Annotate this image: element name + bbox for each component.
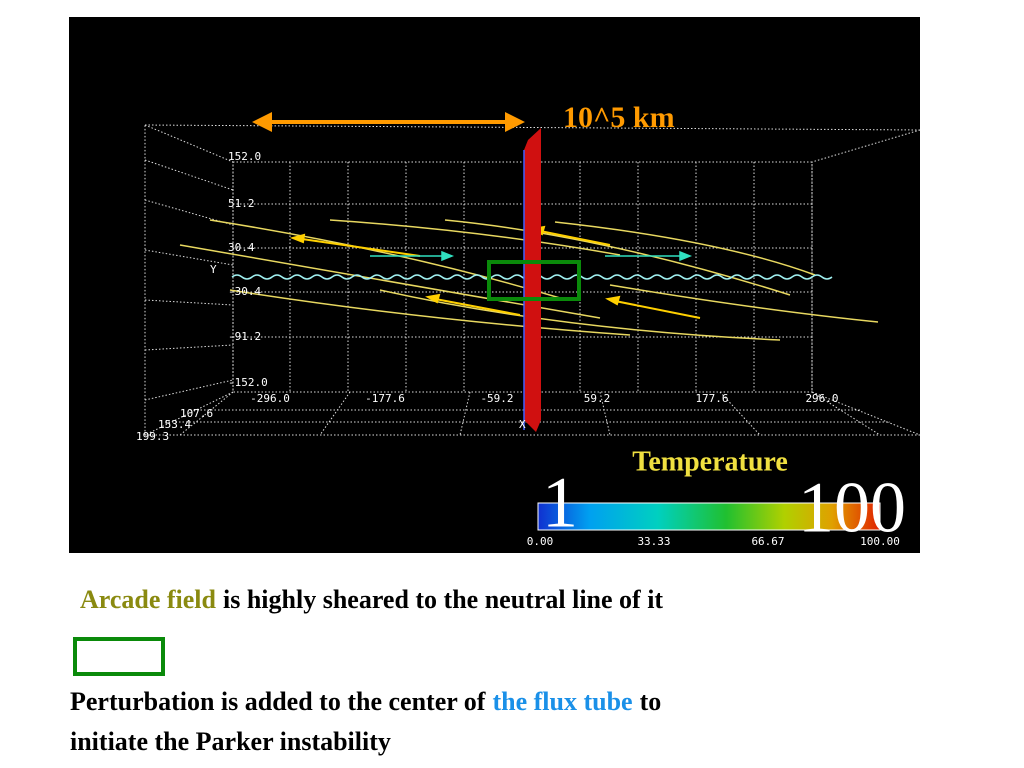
caption-line: initiate the Parker instability <box>70 727 391 757</box>
colorbar-tick-label: 0.00 <box>527 535 554 548</box>
highlight: Arcade field <box>80 585 216 614</box>
z-tick-label: 153.4 <box>158 418 191 431</box>
caption-text: Perturbation is added to the center of <box>70 687 486 716</box>
y-axis-label: Y <box>210 263 217 276</box>
field-lines <box>179 219 879 341</box>
caption-text: initiate the Parker instability <box>70 727 391 756</box>
colorbar-max-overlay: 100 <box>798 468 906 548</box>
x-tick-label: -59.2 <box>480 392 513 405</box>
x-tick-label: -296.0 <box>250 392 290 405</box>
x-axis-label: X <box>519 418 526 431</box>
z-tick-label: 107.6 <box>180 407 213 420</box>
caption-line: Arcade field is highly sheared to the neu… <box>80 585 663 615</box>
z-tick-label: 199.3 <box>136 430 169 443</box>
caption-text: to <box>639 687 662 716</box>
arrow-head <box>505 112 525 132</box>
y-tick-label: -91.2 <box>228 330 261 343</box>
y-tick-label: 30.4 <box>228 241 255 254</box>
tube-arrows <box>370 250 693 262</box>
legend-box <box>73 637 165 676</box>
y-tick-label: 152.0 <box>228 150 261 163</box>
neutral-sheet <box>524 128 541 432</box>
x-tick-label: 296.0 <box>805 392 838 405</box>
x-tick-label: 59.2 <box>584 392 611 405</box>
colorbar-tick-label: 33.33 <box>637 535 670 548</box>
caption-line: Perturbation is added to the center of th… <box>70 687 661 717</box>
y-tick-label: 51.2 <box>228 197 255 210</box>
y-tick-label: -30.4 <box>228 285 261 298</box>
arrow-head <box>252 112 272 132</box>
colorbar <box>537 502 881 531</box>
perturbation-box <box>487 260 581 301</box>
x-tick-label: -177.6 <box>365 392 405 405</box>
x-tick-label: 177.6 <box>695 392 728 405</box>
y-tick-label: -152.0 <box>228 376 268 389</box>
highlight: the flux tube <box>492 687 633 716</box>
colorbar-tick-label: 100.00 <box>860 535 900 548</box>
colorbar-title: Temperature <box>632 446 788 477</box>
caption-text: is highly sheared to the neutral line of… <box>223 585 664 614</box>
scale-label: 10^5 km <box>563 101 675 134</box>
colorbar-min-overlay: 1 <box>542 463 578 543</box>
colorbar-tick-label: 66.67 <box>751 535 784 548</box>
figure-background <box>69 17 920 553</box>
